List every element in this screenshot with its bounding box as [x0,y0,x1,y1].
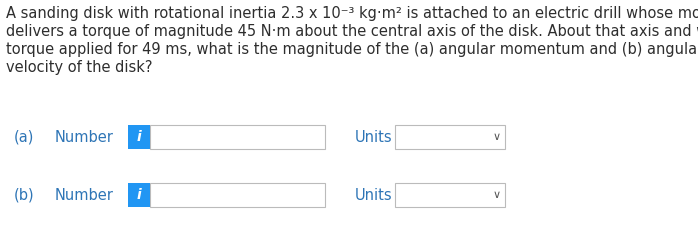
FancyBboxPatch shape [128,125,150,149]
Text: i: i [137,130,142,144]
Text: torque applied for 49 ms, what is the magnitude of the (a) angular momentum and : torque applied for 49 ms, what is the ma… [6,42,698,57]
Text: ∨: ∨ [493,190,501,200]
Text: (a): (a) [14,129,34,145]
Text: (b): (b) [14,187,35,203]
FancyBboxPatch shape [150,125,325,149]
Text: ∨: ∨ [493,132,501,142]
Text: delivers a torque of magnitude 45 N·m about the central axis of the disk. About : delivers a torque of magnitude 45 N·m ab… [6,24,698,39]
Text: i: i [137,188,142,202]
Text: A sanding disk with rotational inertia 2.3 x 10⁻³ kg·m² is attached to an electr: A sanding disk with rotational inertia 2… [6,6,698,21]
Text: Number: Number [55,187,114,203]
FancyBboxPatch shape [395,125,505,149]
FancyBboxPatch shape [150,183,325,207]
Text: velocity of the disk?: velocity of the disk? [6,60,152,75]
Text: Units: Units [355,187,392,203]
FancyBboxPatch shape [395,183,505,207]
Text: Number: Number [55,129,114,145]
FancyBboxPatch shape [128,183,150,207]
Text: Units: Units [355,129,392,145]
